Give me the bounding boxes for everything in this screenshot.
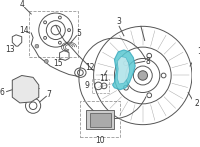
FancyBboxPatch shape bbox=[90, 113, 111, 127]
Text: 10: 10 bbox=[95, 136, 105, 145]
Text: 14: 14 bbox=[19, 26, 28, 35]
Text: 12: 12 bbox=[85, 63, 95, 72]
Text: 13: 13 bbox=[6, 45, 15, 54]
Text: 3: 3 bbox=[117, 17, 122, 26]
Text: 6: 6 bbox=[0, 88, 5, 97]
Text: 9: 9 bbox=[84, 81, 89, 90]
Circle shape bbox=[35, 44, 39, 48]
Text: 11: 11 bbox=[99, 74, 109, 83]
Text: 2: 2 bbox=[194, 99, 199, 108]
Text: 5: 5 bbox=[76, 29, 81, 38]
Text: 4: 4 bbox=[19, 0, 24, 9]
Polygon shape bbox=[113, 50, 135, 90]
Text: 1: 1 bbox=[197, 47, 200, 56]
Circle shape bbox=[138, 71, 148, 80]
Text: 15: 15 bbox=[53, 59, 62, 68]
Circle shape bbox=[44, 59, 48, 63]
Polygon shape bbox=[12, 76, 39, 103]
Polygon shape bbox=[86, 111, 114, 129]
Text: 8: 8 bbox=[145, 57, 150, 66]
Polygon shape bbox=[117, 57, 130, 84]
Text: 7: 7 bbox=[47, 90, 52, 99]
